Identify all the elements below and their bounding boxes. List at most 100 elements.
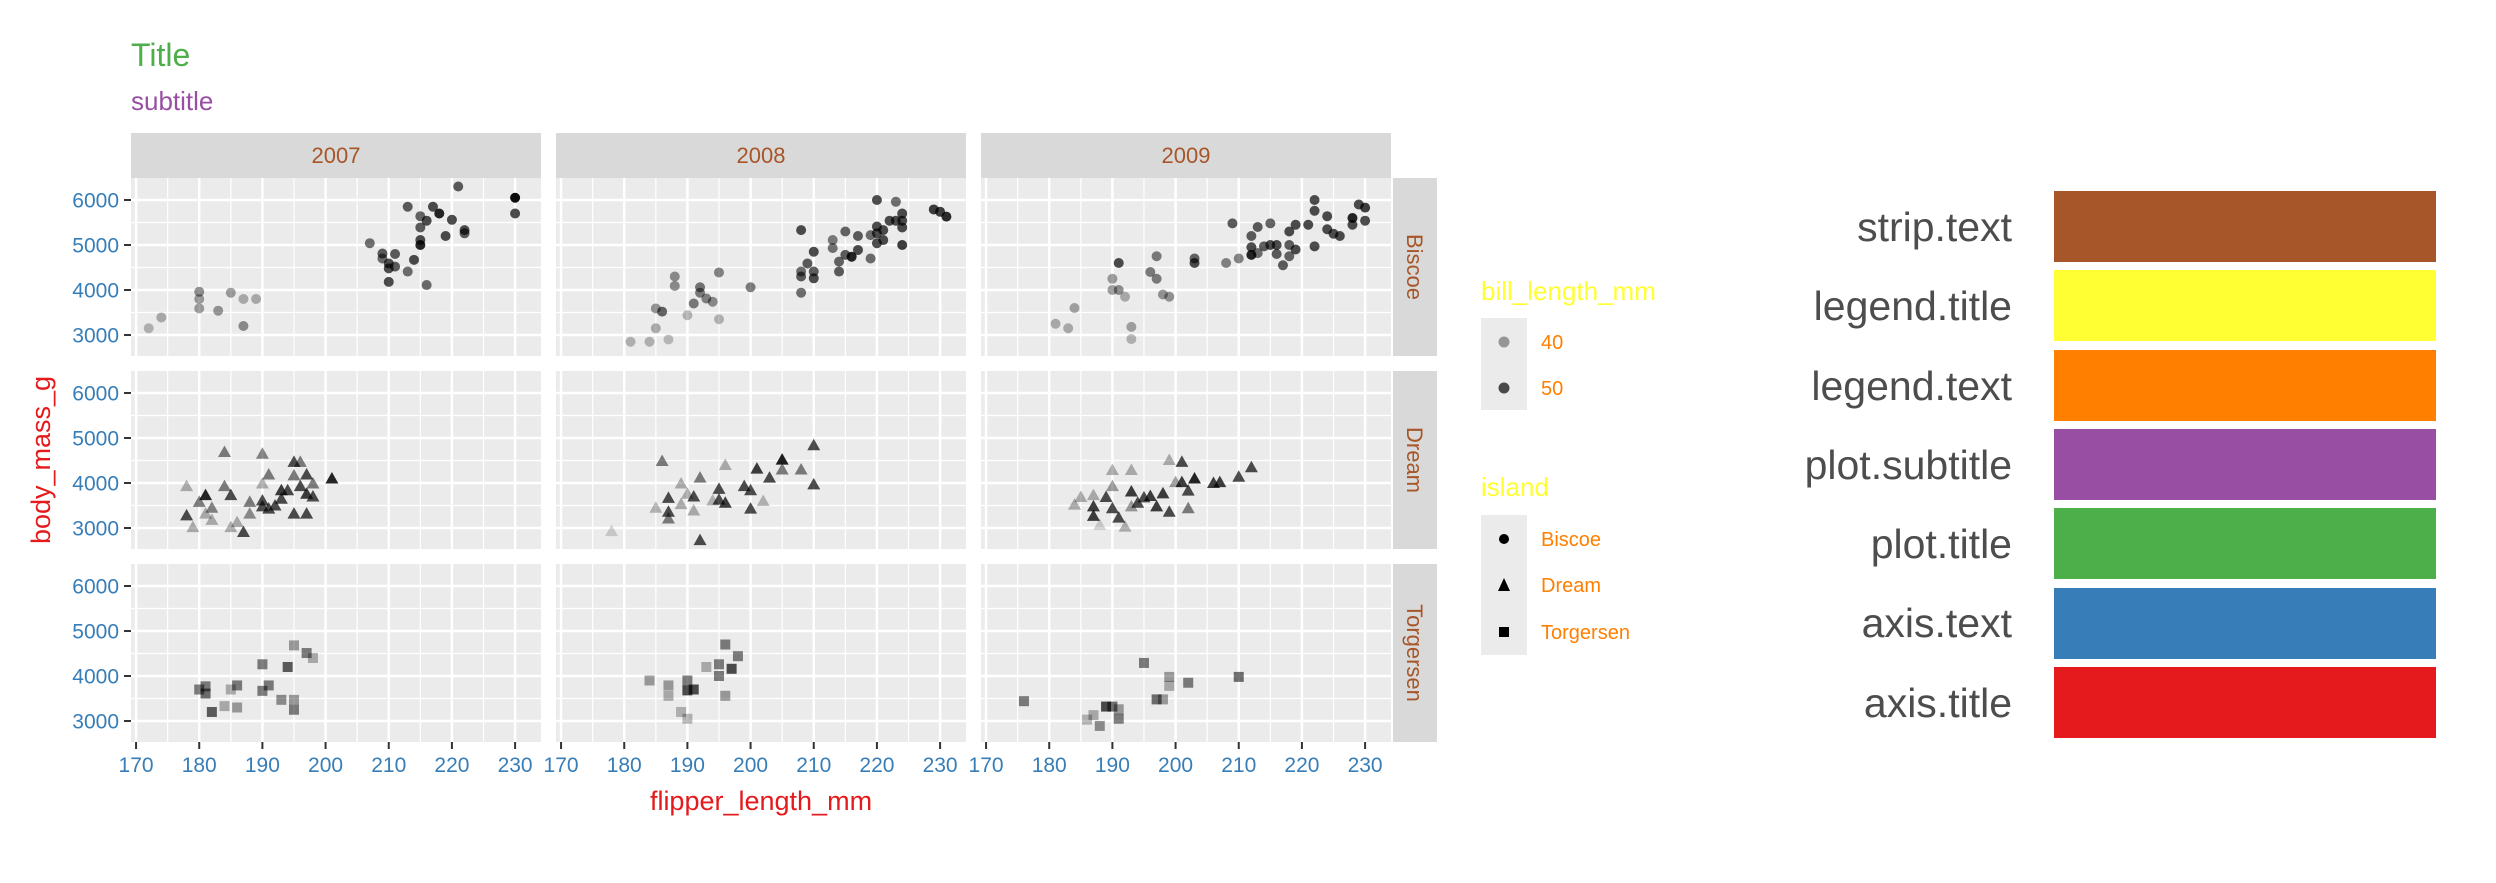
data-point [1290, 219, 1301, 230]
data-point [262, 467, 276, 480]
data-point [390, 248, 401, 259]
data-point [682, 685, 693, 696]
data-point [421, 215, 432, 226]
data-point [1063, 323, 1074, 334]
data-point [510, 208, 521, 219]
color-key-label: strip.text [1857, 204, 2013, 250]
x-tick-label: 210 [796, 754, 831, 777]
data-point [794, 462, 808, 475]
x-tick-label: 180 [607, 754, 642, 777]
data-point [676, 706, 687, 717]
data-point [1151, 251, 1162, 262]
data-point [402, 201, 413, 212]
data-point [1018, 696, 1029, 707]
x-tick-label: 190 [245, 754, 280, 777]
data-point [1309, 195, 1320, 206]
data-point [1088, 710, 1099, 721]
data-point [409, 254, 420, 265]
y-tick-label: 6000 [72, 190, 119, 213]
data-point [1124, 499, 1138, 512]
data-point [807, 438, 821, 451]
x-tick-label: 210 [1221, 754, 1256, 777]
data-point [701, 293, 712, 304]
data-point [693, 533, 707, 546]
data-point [663, 690, 674, 701]
panel-2008-dream [556, 371, 966, 549]
data-point [834, 256, 845, 267]
y-axis-title: body_mass_g [26, 376, 56, 544]
data-point [306, 476, 320, 489]
data-point [1284, 226, 1295, 237]
x-tick-label: 230 [498, 754, 533, 777]
plot-title: Title [131, 37, 190, 73]
x-tick-label: 190 [1095, 754, 1130, 777]
axes: 3000 4000 5000 6000 3000 4000 5000 6000 3000 4000… [72, 190, 1382, 777]
color-swatch [2054, 588, 2436, 659]
legend-title-island: island [1481, 472, 1549, 502]
strip-label-2008: 2008 [737, 143, 786, 168]
data-point [682, 713, 693, 724]
data-point [807, 477, 821, 490]
data-point [205, 513, 219, 525]
data-point [644, 336, 655, 347]
data-point [890, 196, 901, 207]
data-point [657, 306, 668, 317]
data-point [1099, 490, 1113, 502]
data-point [1150, 499, 1164, 512]
data-point [763, 471, 777, 483]
data-point [1145, 266, 1156, 277]
data-point [1309, 205, 1320, 216]
data-point [663, 680, 674, 691]
data-point [232, 680, 243, 691]
data-point [1124, 463, 1138, 475]
data-point [1322, 211, 1333, 222]
data-point [1181, 484, 1195, 496]
data-point [701, 661, 712, 672]
data-point [871, 195, 882, 206]
data-point [878, 225, 889, 236]
data-point [713, 659, 724, 670]
data-point [1107, 701, 1118, 712]
data-point [255, 476, 269, 489]
data-point [713, 670, 724, 681]
y-tick-label: 4000 [72, 472, 119, 495]
data-point [293, 479, 307, 492]
data-point [255, 447, 269, 459]
strip-label-dream: Dream [1402, 427, 1427, 493]
data-point [802, 258, 813, 269]
legend-title-bill-length: bill_length_mm [1481, 276, 1656, 306]
data-point [650, 323, 661, 334]
legend-label-50: 50 [1541, 378, 1563, 400]
panel-2009-dream [981, 371, 1391, 549]
legend-label-torgersen: Torgersen [1541, 622, 1630, 644]
data-point [1086, 488, 1100, 501]
panel-2009-biscoe [981, 178, 1391, 356]
x-tick-label: 200 [308, 754, 343, 777]
data-point [1074, 490, 1088, 502]
data-point [1233, 253, 1244, 264]
triangle-shape-icon [1498, 578, 1510, 591]
strip-label-2007: 2007 [312, 143, 361, 168]
strip-2009 [981, 133, 1391, 178]
color-key-label: axis.title [1864, 680, 2012, 726]
data-point [1131, 496, 1145, 508]
data-point [1124, 485, 1138, 497]
data-point [1086, 499, 1100, 512]
data-point [243, 507, 257, 519]
data-point [1105, 501, 1119, 514]
data-point [808, 273, 819, 284]
legend-key-box [1481, 318, 1527, 410]
data-point [1157, 289, 1168, 300]
data-point [1082, 714, 1093, 725]
data-point [695, 287, 706, 298]
data-point [287, 507, 301, 519]
data-point [1284, 251, 1295, 262]
panels [131, 178, 1391, 742]
data-point [1113, 257, 1124, 268]
data-point [720, 639, 731, 650]
data-point [720, 690, 731, 701]
data-point [225, 684, 236, 695]
y-tick-label: 5000 [72, 234, 119, 257]
data-point [1105, 479, 1119, 492]
x-tick-label: 220 [1284, 754, 1319, 777]
